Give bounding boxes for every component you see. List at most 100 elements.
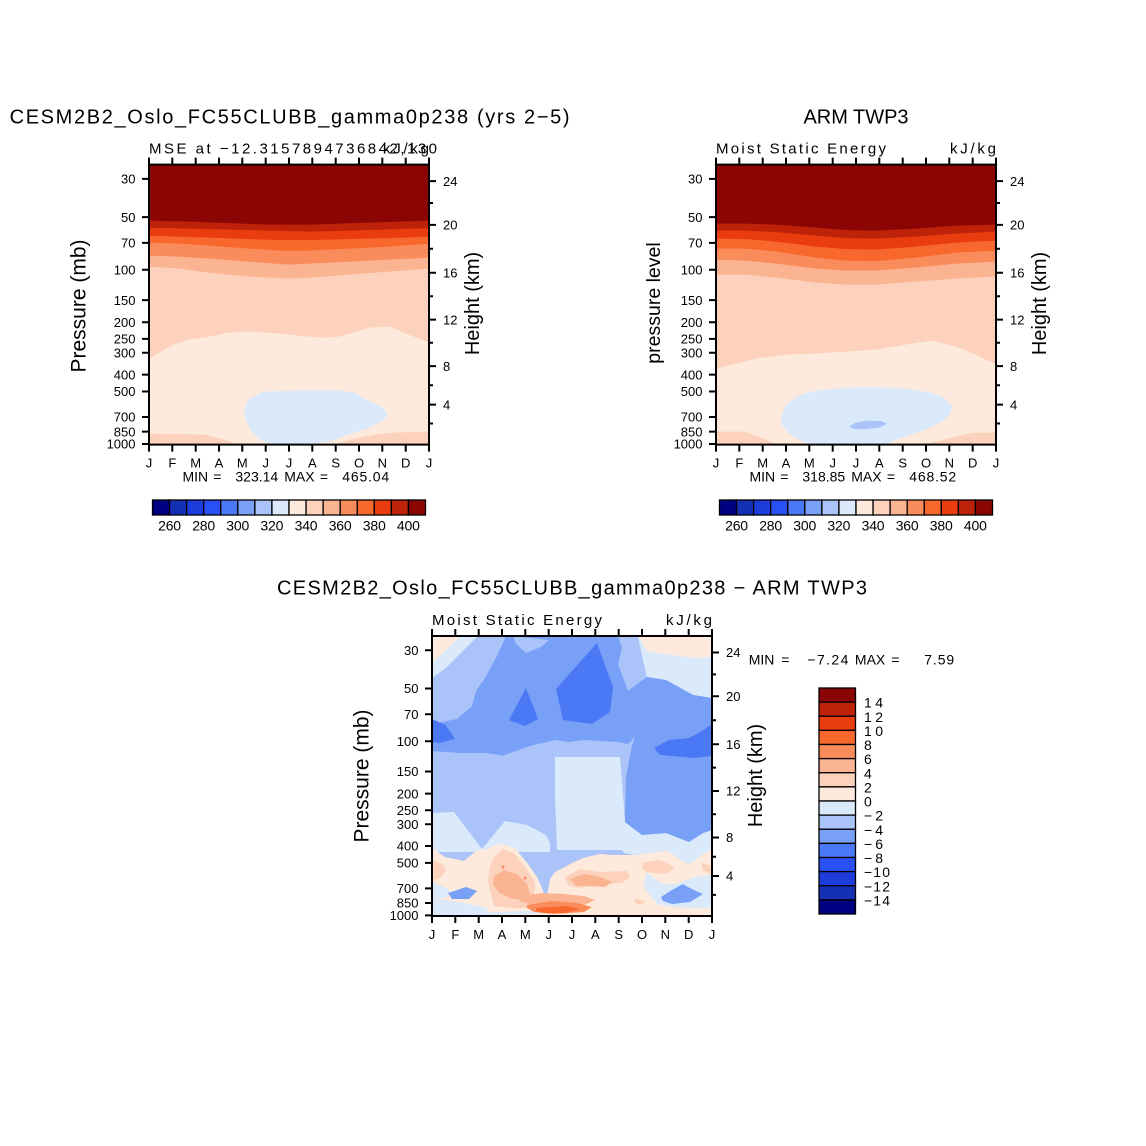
svg-text:F: F — [451, 927, 459, 942]
svg-text:Pressure (mb): Pressure (mb) — [351, 709, 374, 842]
svg-text:=: = — [780, 468, 788, 484]
svg-text:4: 4 — [1010, 397, 1017, 412]
svg-text:400: 400 — [964, 518, 987, 534]
svg-text:300: 300 — [793, 518, 816, 534]
svg-text:M: M — [190, 456, 201, 471]
svg-text:20: 20 — [443, 218, 457, 233]
svg-text:MAX: MAX — [284, 468, 315, 484]
svg-text:320: 320 — [827, 518, 850, 534]
svg-text:70: 70 — [688, 236, 702, 251]
svg-text:2: 2 — [864, 780, 872, 796]
svg-text:12: 12 — [1010, 312, 1024, 327]
svg-text:500: 500 — [114, 384, 136, 399]
svg-text:J: J — [569, 927, 576, 942]
svg-text:F: F — [168, 456, 176, 471]
svg-text:850: 850 — [681, 424, 703, 439]
svg-text:468.52: 468.52 — [909, 468, 956, 484]
svg-text:24: 24 — [443, 174, 457, 189]
svg-text:CESM2B2_Oslo_FC55CLUBB_gamma0p: CESM2B2_Oslo_FC55CLUBB_gamma0p238 (yrs 2… — [10, 106, 570, 128]
svg-text:Pressure (mb): Pressure (mb) — [68, 239, 91, 372]
svg-text:380: 380 — [930, 518, 953, 534]
svg-text:M: M — [804, 456, 815, 471]
svg-text:360: 360 — [896, 518, 919, 534]
svg-text:500: 500 — [397, 856, 419, 871]
svg-text:D: D — [684, 927, 693, 942]
svg-text:20: 20 — [726, 689, 740, 704]
svg-text:J: J — [993, 456, 1000, 471]
svg-text:N: N — [378, 456, 387, 471]
svg-text:=: = — [781, 652, 789, 668]
svg-text:D: D — [401, 456, 410, 471]
svg-text:Moist Static Energy: Moist Static Energy — [716, 141, 887, 158]
svg-text:=: = — [887, 468, 895, 484]
svg-text:1000: 1000 — [390, 908, 419, 923]
svg-text:30: 30 — [688, 172, 702, 187]
svg-text:A: A — [308, 456, 317, 471]
svg-text:M: M — [237, 456, 248, 471]
svg-text:M: M — [520, 927, 531, 942]
svg-text:50: 50 — [688, 210, 702, 225]
svg-text:4: 4 — [443, 397, 450, 412]
svg-text:−12: −12 — [864, 878, 890, 894]
svg-text:100: 100 — [397, 734, 419, 749]
svg-text:380: 380 — [363, 518, 386, 534]
svg-text:pressure level: pressure level — [643, 242, 665, 363]
svg-text:J: J — [713, 456, 720, 471]
svg-text:O: O — [921, 456, 931, 471]
svg-text:700: 700 — [397, 881, 419, 896]
svg-text:260: 260 — [158, 518, 181, 534]
svg-text:D: D — [968, 456, 977, 471]
svg-text:250: 250 — [397, 803, 419, 818]
svg-text:50: 50 — [121, 210, 135, 225]
svg-text:300: 300 — [114, 346, 136, 361]
svg-text:850: 850 — [397, 896, 419, 911]
svg-text:−14: −14 — [864, 893, 890, 909]
svg-text:S: S — [614, 927, 623, 942]
svg-text:700: 700 — [681, 410, 703, 425]
svg-text:O: O — [637, 927, 647, 942]
svg-text:=: = — [320, 468, 328, 484]
svg-text:200: 200 — [397, 786, 419, 801]
svg-text:MIN: MIN — [749, 652, 775, 668]
svg-text:J: J — [545, 927, 552, 942]
svg-text:MSE at −12.3157894736842,130: MSE at −12.3157894736842,130 — [149, 141, 437, 158]
svg-text:24: 24 — [726, 645, 740, 660]
svg-text:12: 12 — [443, 312, 457, 327]
svg-text:465.04: 465.04 — [342, 468, 389, 484]
svg-text:Height (km): Height (km) — [745, 724, 767, 827]
svg-text:Moist Static Energy: Moist Static Energy — [432, 612, 603, 629]
svg-text:=: = — [891, 652, 899, 668]
svg-text:50: 50 — [404, 681, 418, 696]
svg-text:30: 30 — [404, 643, 418, 658]
svg-text:260: 260 — [725, 518, 748, 534]
svg-text:300: 300 — [397, 817, 419, 832]
svg-text:J: J — [286, 456, 293, 471]
svg-text:A: A — [215, 456, 224, 471]
svg-text:700: 700 — [114, 410, 136, 425]
svg-text:70: 70 — [121, 236, 135, 251]
svg-text:M: M — [757, 456, 768, 471]
svg-text:8: 8 — [864, 737, 872, 753]
svg-text:MAX: MAX — [855, 652, 886, 668]
svg-text:J: J — [426, 456, 433, 471]
svg-text:S: S — [898, 456, 907, 471]
svg-text:−7.24: −7.24 — [807, 652, 848, 668]
svg-text:500: 500 — [681, 384, 703, 399]
svg-text:J: J — [146, 456, 153, 471]
svg-text:kJ/kg: kJ/kg — [666, 612, 712, 629]
svg-text:N: N — [661, 927, 670, 942]
svg-text:−10: −10 — [864, 864, 890, 880]
svg-text:J: J — [853, 456, 860, 471]
svg-text:12: 12 — [726, 784, 740, 799]
svg-text:280: 280 — [192, 518, 215, 534]
svg-text:400: 400 — [397, 518, 420, 534]
svg-text:7.59: 7.59 — [924, 652, 954, 668]
svg-text:400: 400 — [397, 839, 419, 854]
svg-text:30: 30 — [121, 172, 135, 187]
svg-text:150: 150 — [681, 293, 703, 308]
svg-text:24: 24 — [1010, 174, 1024, 189]
svg-text:340: 340 — [295, 518, 318, 534]
svg-text:kJ/kg: kJ/kg — [383, 141, 429, 158]
svg-text:A: A — [591, 927, 600, 942]
svg-text:100: 100 — [114, 263, 136, 278]
